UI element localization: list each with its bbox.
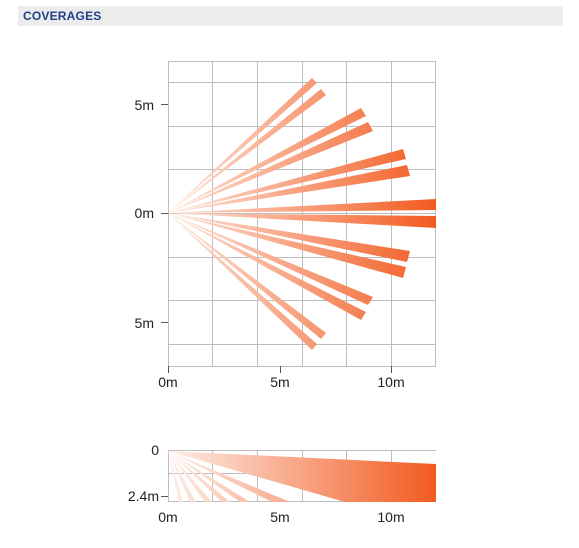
beam <box>168 213 436 228</box>
coverages-header: COVERAGES <box>18 6 563 26</box>
beam <box>168 451 183 502</box>
top-x-label-5m: 5m <box>270 374 289 390</box>
side-x-label-10m: 10m <box>377 509 404 525</box>
beam <box>168 213 326 339</box>
side-x-label-5m: 5m <box>270 509 289 525</box>
side-y-label-2-4m: 2.4m <box>128 488 159 504</box>
beam <box>168 451 436 502</box>
top-view-ticks <box>161 104 392 373</box>
beam <box>168 213 366 320</box>
beam <box>168 451 230 502</box>
beam <box>168 149 406 213</box>
beam <box>168 213 317 350</box>
side-x-label-0m: 0m <box>158 509 177 525</box>
beam <box>168 451 250 502</box>
beam <box>168 213 406 278</box>
beam <box>168 213 373 305</box>
beam <box>168 451 212 502</box>
top-y-label-5m-upper: 5m <box>135 97 154 113</box>
beam <box>168 108 366 213</box>
top-view-beams <box>168 78 436 350</box>
beam <box>168 451 290 502</box>
top-y-label-5m-lower: 5m <box>135 315 154 331</box>
beam <box>168 199 436 213</box>
side-view-beams <box>168 451 436 502</box>
beam <box>168 122 373 213</box>
beam <box>168 89 326 213</box>
beam <box>168 213 410 262</box>
beam <box>168 451 196 502</box>
coverages-title: COVERAGES <box>23 9 102 23</box>
side-y-label-0: 0 <box>151 442 159 458</box>
top-y-label-0m: 0m <box>135 205 154 221</box>
top-x-label-0m: 0m <box>158 374 177 390</box>
top-x-label-10m: 10m <box>377 374 404 390</box>
beam <box>168 78 317 213</box>
beam <box>168 165 410 213</box>
